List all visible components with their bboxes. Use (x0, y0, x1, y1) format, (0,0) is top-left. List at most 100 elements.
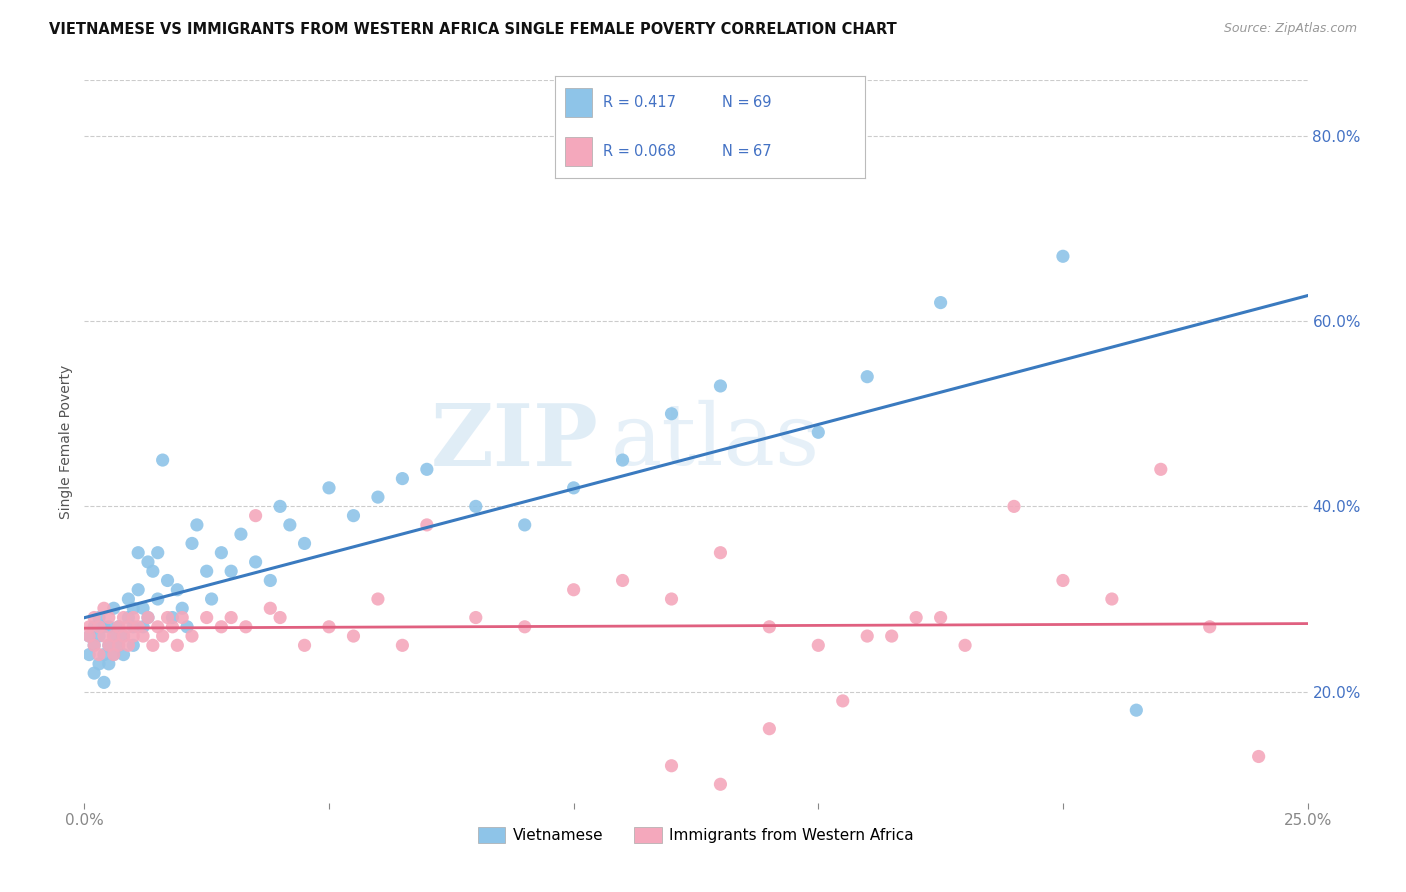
Point (83, 638, 105, 652)
Point (219, 564, 242, 578)
Point (259, 601, 281, 615)
Point (146, 546, 169, 560)
Point (1198, 620, 1220, 634)
Point (856, 629, 879, 643)
Point (209, 546, 232, 560)
Point (661, 758, 683, 772)
Point (117, 620, 139, 634)
Point (122, 620, 145, 634)
Point (146, 592, 169, 607)
Point (97, 638, 120, 652)
Text: R =: R = (603, 95, 630, 110)
Point (77, 629, 100, 643)
Point (709, 379, 731, 393)
Point (181, 536, 204, 550)
Point (929, 295, 952, 310)
Point (93, 601, 115, 615)
Point (77, 648, 100, 662)
Point (127, 546, 149, 560)
Point (136, 610, 159, 624)
Point (195, 564, 218, 578)
Point (235, 620, 257, 634)
Point (156, 574, 179, 588)
Text: 0.417: 0.417 (634, 95, 676, 110)
Point (127, 620, 149, 634)
Point (807, 638, 830, 652)
Point (93, 648, 115, 662)
Point (416, 462, 439, 476)
Point (269, 500, 291, 514)
Point (117, 610, 139, 624)
Point (200, 592, 222, 607)
Point (318, 620, 340, 634)
Text: 67: 67 (754, 145, 772, 160)
Point (807, 425, 830, 440)
FancyBboxPatch shape (565, 137, 592, 166)
Point (464, 610, 486, 624)
Text: 0.068: 0.068 (634, 145, 676, 160)
Point (294, 638, 316, 652)
Point (87, 629, 110, 643)
Point (758, 620, 780, 634)
Point (152, 453, 174, 467)
Text: Source: ZipAtlas.com: Source: ZipAtlas.com (1223, 22, 1357, 36)
Point (93, 620, 115, 634)
Point (97, 657, 120, 671)
Point (112, 610, 135, 624)
Y-axis label: Single Female Poverty: Single Female Poverty (59, 365, 73, 518)
Point (709, 777, 731, 791)
Point (162, 620, 184, 634)
Point (112, 648, 135, 662)
Point (269, 610, 291, 624)
Point (156, 610, 179, 624)
Point (107, 638, 129, 652)
Point (93, 629, 115, 643)
Point (562, 582, 585, 597)
Point (229, 527, 252, 541)
Point (245, 555, 267, 569)
Text: VIETNAMESE VS IMMIGRANTS FROM WESTERN AFRICA SINGLE FEMALE POVERTY CORRELATION C: VIETNAMESE VS IMMIGRANTS FROM WESTERN AF… (49, 22, 897, 37)
Point (117, 638, 139, 652)
Point (367, 490, 389, 504)
Point (122, 638, 145, 652)
Point (112, 629, 135, 643)
Point (132, 629, 155, 643)
Point (152, 629, 174, 643)
Point (103, 629, 125, 643)
Point (464, 500, 486, 514)
Point (132, 620, 155, 634)
Point (391, 472, 413, 486)
Point (661, 407, 683, 421)
Point (709, 546, 731, 560)
FancyBboxPatch shape (565, 88, 592, 117)
Point (929, 610, 952, 624)
Point (166, 638, 188, 652)
Point (391, 638, 413, 652)
Point (259, 574, 281, 588)
Text: N =: N = (723, 145, 749, 160)
Point (87, 648, 110, 662)
Point (880, 629, 903, 643)
Point (142, 638, 165, 652)
Point (107, 638, 129, 652)
Point (107, 620, 129, 634)
Point (758, 722, 780, 736)
Point (562, 481, 585, 495)
Point (342, 629, 364, 643)
Point (186, 517, 208, 532)
Point (856, 369, 879, 384)
Point (612, 453, 634, 467)
Point (97, 638, 120, 652)
Point (83, 666, 105, 681)
Point (1150, 462, 1173, 476)
Point (831, 694, 853, 708)
Point (132, 601, 155, 615)
Point (107, 620, 129, 634)
Point (245, 508, 267, 523)
Point (87, 657, 110, 671)
Point (612, 574, 634, 588)
Point (136, 610, 159, 624)
Point (166, 582, 188, 597)
Point (219, 610, 242, 624)
Point (181, 629, 204, 643)
